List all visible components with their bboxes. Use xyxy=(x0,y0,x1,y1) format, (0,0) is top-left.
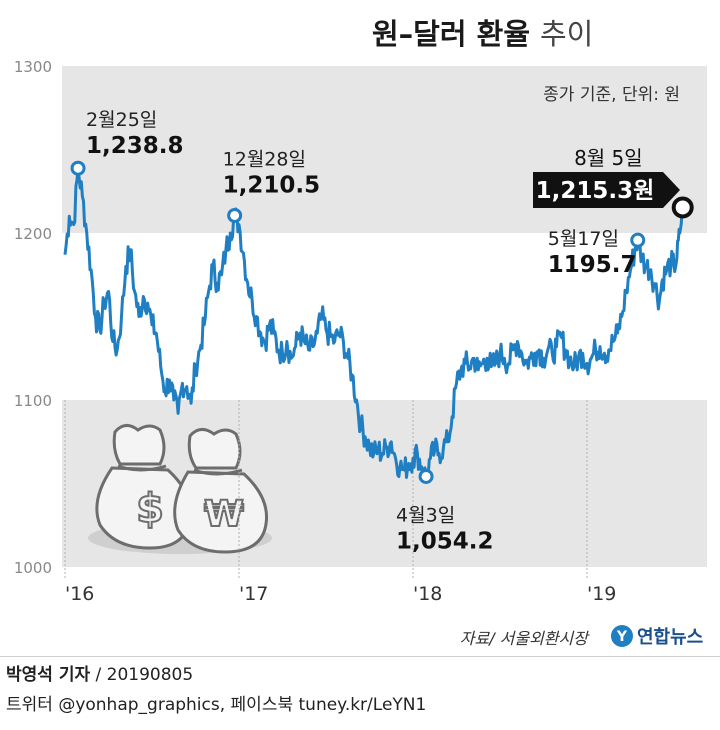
svg-text:Y: Y xyxy=(616,629,628,645)
won-bag-icon: ₩ xyxy=(173,428,269,554)
x-tick-label: '17 xyxy=(239,583,268,605)
series-group xyxy=(63,166,685,481)
chart-subtitle: 추이 xyxy=(540,17,593,51)
credit-line-1: 박영석 기자 / 20190805 xyxy=(6,660,193,685)
reporter-name: 박영석 기자 xyxy=(6,665,91,685)
annotation-marker xyxy=(630,232,646,248)
annotation-marker xyxy=(418,468,434,484)
annotation-marker xyxy=(227,207,243,223)
x-tick-label: '18 xyxy=(413,583,442,605)
source-note: 자료/ 서울외환시장 xyxy=(460,629,591,648)
y-tick-label: 1000 xyxy=(14,559,52,577)
annotation-date: 12월28일 xyxy=(223,148,306,170)
unit-note: 종가 기준, 단위: 원 xyxy=(543,85,680,105)
annotation-date: 8월 5일 xyxy=(574,146,643,170)
series-line xyxy=(63,166,685,481)
svg-text:$: $ xyxy=(136,486,164,532)
annotation-marker xyxy=(70,160,86,176)
y-tick-label: 1200 xyxy=(14,225,52,243)
footer-divider xyxy=(0,656,720,657)
chart-title: 원–달러 환율 xyxy=(372,17,530,51)
credit-line-2: 트위터 @yonhap_graphics, 페이스북 tuney.kr/LeYN… xyxy=(6,695,427,715)
logo-icon xyxy=(611,625,633,647)
y-tick-label: 1100 xyxy=(14,392,52,410)
annotation-value: 1,238.8 xyxy=(86,133,184,159)
highlight-marker xyxy=(671,196,694,219)
svg-text:₩: ₩ xyxy=(204,494,244,535)
x-axis: '16 '17 '18 '19 xyxy=(64,400,616,605)
y-tick-label: 1300 xyxy=(14,58,52,76)
annotation-date: 4월3일 xyxy=(396,504,455,526)
y-axis: 1000 1100 1200 1300 xyxy=(14,58,52,577)
exchange-rate-chart: 원–달러 환율 추이 종가 기준, 단위: 원 $ ₩ 1000 1100 1200… xyxy=(14,17,707,648)
annotation-value: 1,215.3원 xyxy=(536,178,655,204)
logo-text: 연합뉴스 xyxy=(637,626,703,648)
yonhap-logo: Y 연합뉴스 xyxy=(611,625,703,648)
annotation-date: 5월17일 xyxy=(548,228,619,250)
annotation-value: 1,054.2 xyxy=(396,528,494,554)
annotation-value: 1,210.5 xyxy=(223,172,321,198)
x-tick-label: '19 xyxy=(587,583,616,605)
annotation-value: 1195.7 xyxy=(548,252,637,278)
callout-box xyxy=(533,172,680,208)
credit-date: / 20190805 xyxy=(95,665,194,685)
money-bags-illustration: $ ₩ xyxy=(88,424,272,554)
annotation-date: 2월25일 xyxy=(86,109,157,131)
x-tick-label: '16 xyxy=(65,583,94,605)
